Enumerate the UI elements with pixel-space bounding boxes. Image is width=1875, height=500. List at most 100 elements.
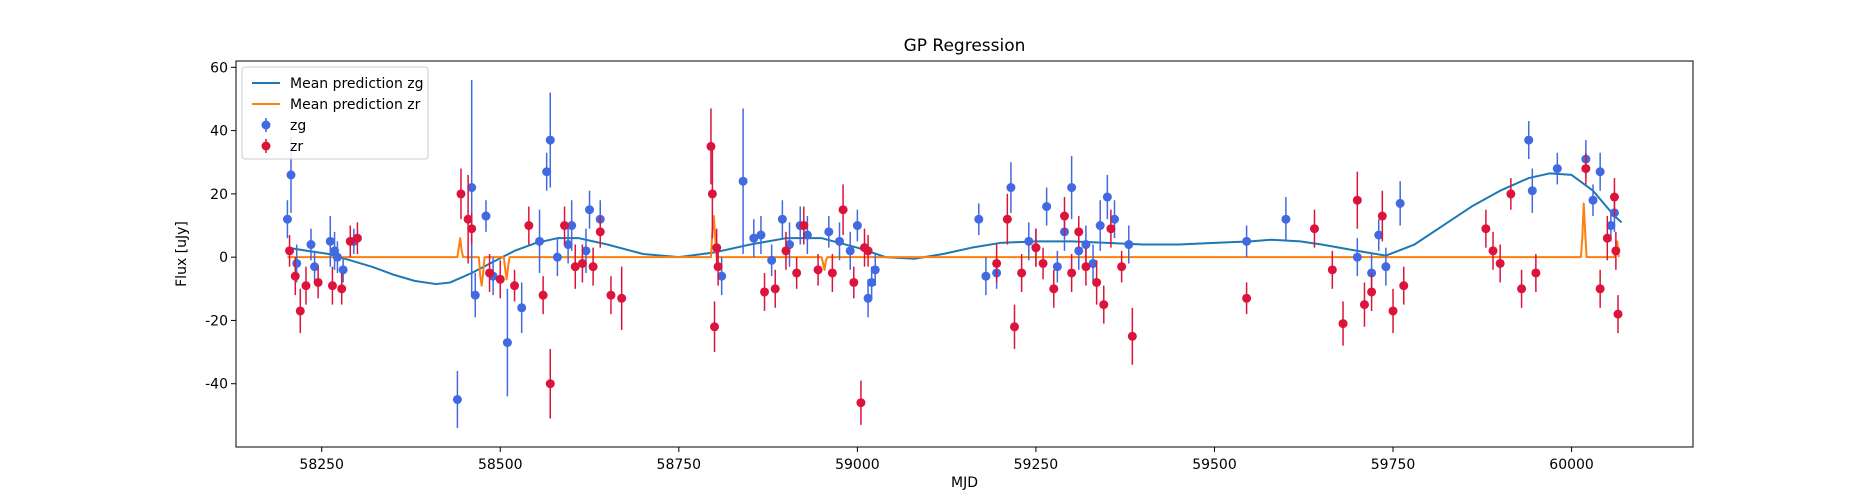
legend-box [241, 66, 429, 160]
zg-point [552, 252, 562, 262]
zr-point [1602, 233, 1612, 243]
zg-point [845, 246, 855, 256]
zr-point [1049, 284, 1059, 294]
series-zr [285, 108, 1623, 425]
x-tick-label: 59250 [1014, 457, 1059, 473]
zr-point [838, 205, 848, 215]
zg-point [286, 170, 296, 180]
zr-point [1595, 284, 1605, 294]
zg-point [1242, 236, 1252, 246]
zr-point [1106, 224, 1116, 234]
zr-point [352, 233, 362, 243]
zg-point [1024, 236, 1034, 246]
zg-point [1606, 221, 1616, 231]
zr-point [1309, 224, 1319, 234]
zr-point [781, 246, 791, 256]
x-tick-label: 58250 [299, 457, 344, 473]
zr-point [456, 189, 466, 199]
zg-point [870, 265, 880, 275]
zr-point [706, 141, 716, 151]
zr-point [285, 246, 295, 256]
series-layer [282, 79, 1623, 429]
zg-point [306, 240, 316, 250]
zg-point [1595, 167, 1605, 177]
zr-point [1613, 309, 1623, 319]
zr-point [1488, 246, 1498, 256]
zg-point [1102, 192, 1112, 202]
zr-point [570, 262, 580, 272]
zg-point [1124, 240, 1134, 250]
zg-point [563, 240, 573, 250]
zg-point [756, 230, 766, 240]
legend-label-zg: zg [290, 118, 306, 134]
zg-point [1095, 221, 1105, 231]
zr-point [560, 221, 570, 231]
zr-point [710, 322, 720, 332]
zr-point [1038, 258, 1048, 268]
x-tick-label: 60000 [1549, 457, 1594, 473]
zr-point [707, 189, 717, 199]
legend-label-zr: zr [290, 139, 303, 155]
zr-point [1338, 319, 1348, 329]
zg-point [467, 183, 477, 193]
zr-point [301, 281, 311, 291]
x-tick-label: 58500 [478, 457, 523, 473]
zg-point [502, 338, 512, 348]
zg-point [974, 214, 984, 224]
zg-point [1081, 240, 1091, 250]
zg-point [338, 265, 348, 275]
zr-point [1377, 211, 1387, 221]
zg-point [1374, 230, 1384, 240]
zg-point [1088, 258, 1098, 268]
zr-point [863, 246, 873, 256]
zr-point [1609, 192, 1619, 202]
zg-point [767, 255, 777, 265]
zg-point [332, 252, 342, 262]
zr-point [1081, 262, 1091, 272]
x-tick-label: 58750 [657, 457, 702, 473]
zr-point [1059, 211, 1069, 221]
zg-point [1052, 262, 1062, 272]
zr-point [295, 306, 305, 316]
zr-point [1611, 246, 1621, 256]
zr-point [617, 293, 627, 303]
zr-point [524, 221, 534, 231]
zr-point [545, 379, 555, 389]
zr-point [1074, 227, 1084, 237]
zg-point [1395, 198, 1405, 208]
zg-point [1352, 252, 1362, 262]
zg-point [981, 271, 991, 281]
x-axis-label: MJD [951, 475, 978, 491]
zg-point [481, 211, 491, 221]
zr-point [1495, 258, 1505, 268]
zr-point [1031, 243, 1041, 253]
y-tick-label: 40 [210, 124, 228, 140]
y-axis: -40 -20 0 20 40 60 [205, 60, 236, 393]
zg-point [325, 236, 335, 246]
zr-point [1581, 164, 1591, 174]
x-tick-label: 59500 [1192, 457, 1237, 473]
zr-point [1067, 268, 1077, 278]
zg-point [802, 230, 812, 240]
zg-point [567, 221, 577, 231]
zr-point [337, 284, 347, 294]
zr-point [1002, 214, 1012, 224]
zg-point [1527, 186, 1537, 196]
zg-point [1281, 214, 1291, 224]
zg-point [835, 236, 845, 246]
zr-point [1242, 293, 1252, 303]
zg-point [1006, 183, 1016, 193]
zg-point [1042, 202, 1052, 212]
zr-point [1092, 277, 1102, 287]
y-tick-label: 20 [210, 187, 228, 203]
zr-point [290, 271, 300, 281]
zr-point [1388, 306, 1398, 316]
zg-point [542, 167, 552, 177]
zg-point [517, 303, 527, 313]
zg-point [470, 290, 480, 300]
zr-point [538, 290, 548, 300]
zr-point [577, 258, 587, 268]
zr-point [463, 214, 473, 224]
zr-point [712, 243, 722, 253]
zr-point [992, 258, 1002, 268]
